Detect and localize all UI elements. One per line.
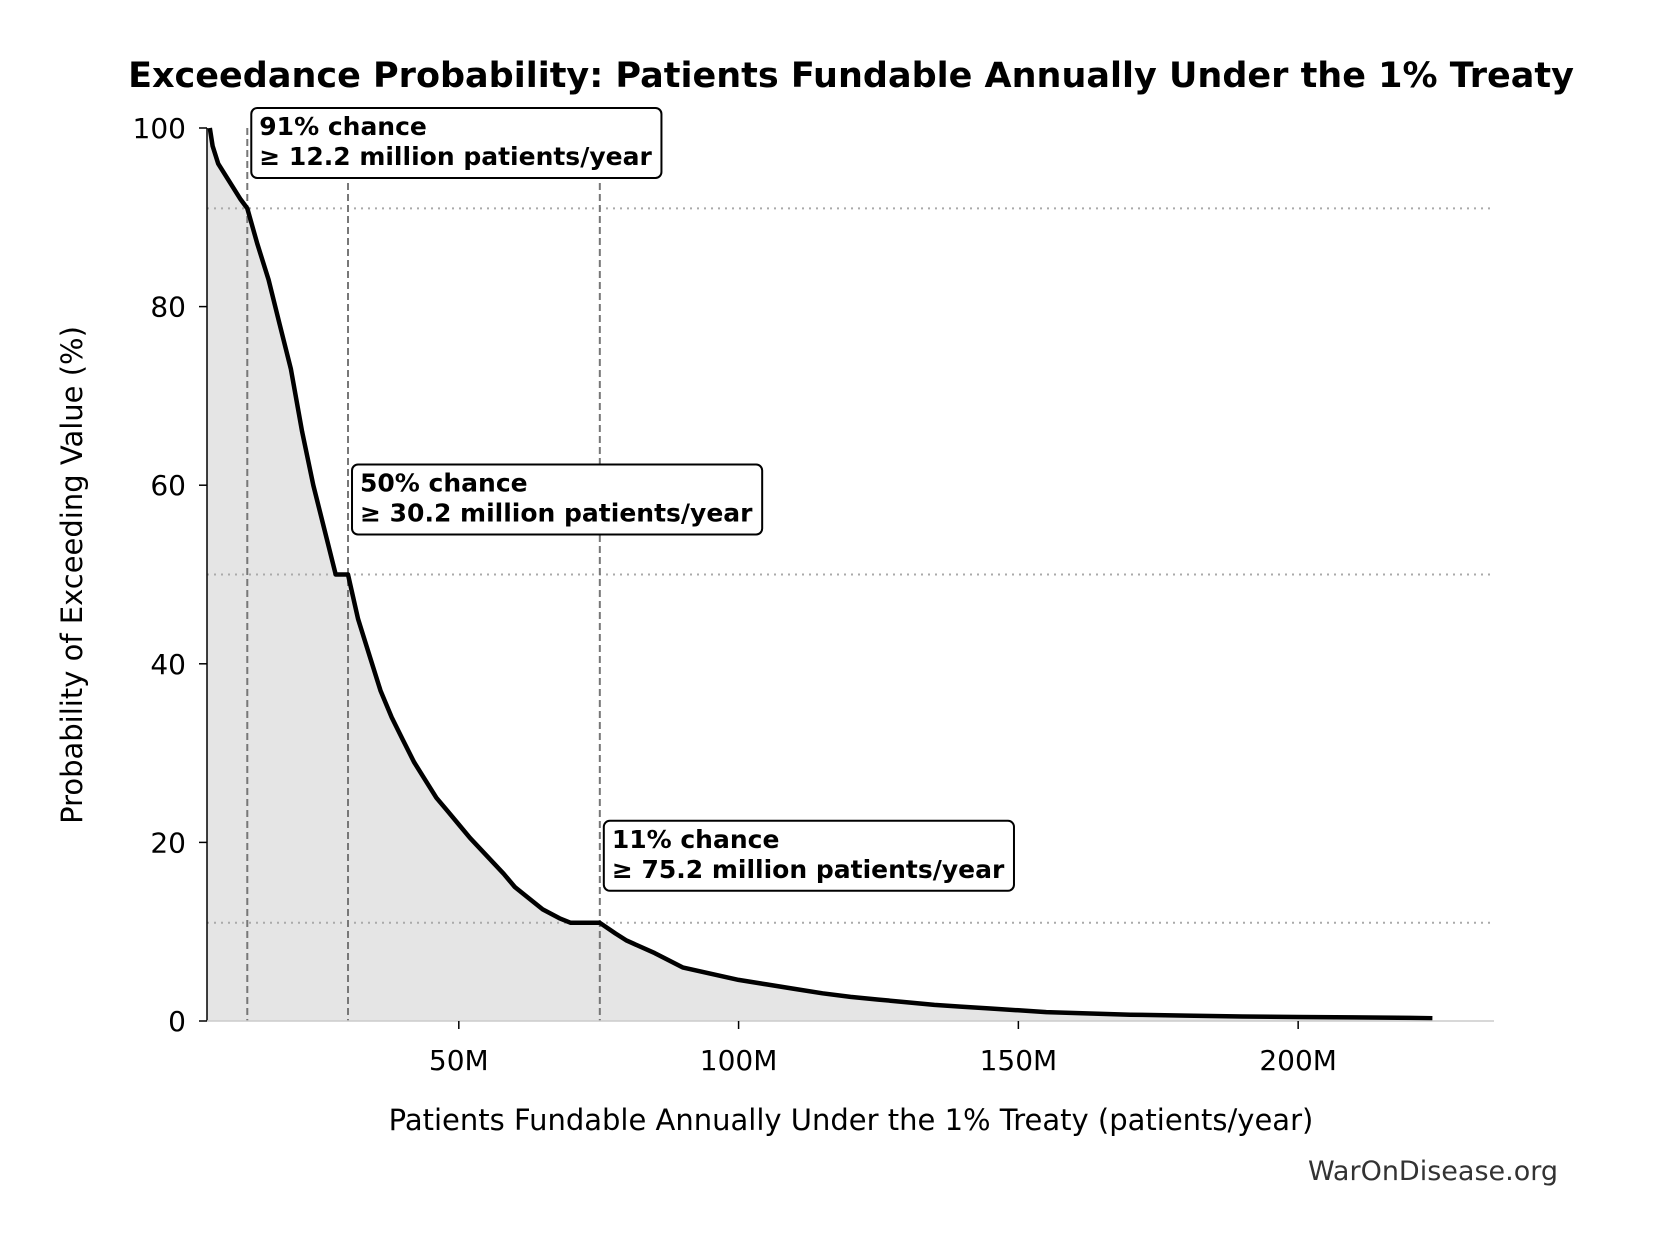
annotation-threshold: ≥ 30.2 million patients/year <box>360 499 753 528</box>
y-tick-label: 20 <box>150 826 186 859</box>
y-tick-label: 40 <box>150 648 186 681</box>
annotation-probability: 11% chance <box>612 825 780 854</box>
x-axis-label: Patients Fundable Annually Under the 1% … <box>389 1103 1314 1137</box>
annotation-threshold: ≥ 75.2 million patients/year <box>612 855 1005 884</box>
annotation-1: 91% chance≥ 12.2 million patients/year <box>250 107 663 179</box>
annotation-threshold: ≥ 12.2 million patients/year <box>259 142 652 171</box>
annotation-box <box>250 107 663 179</box>
y-axis-ticks: 0 20 40 60 80 100 <box>133 112 207 1038</box>
y-tick-label: 80 <box>150 291 186 324</box>
y-axis-label: Probability of Exceeding Value (%) <box>55 326 89 824</box>
x-axis-ticks: 50M 100M 150M 200M <box>429 1021 1337 1077</box>
watermark-text: WarOnDisease.org <box>1308 1156 1558 1187</box>
annotation-3: 11% chance≥ 75.2 million patients/year <box>602 819 1015 892</box>
annotations: 91% chance≥ 12.2 million patients/year 50… <box>250 107 1015 892</box>
area-fill <box>207 128 1433 1021</box>
y-tick-label: 60 <box>150 469 186 502</box>
x-tick-label: 100M <box>700 1044 778 1077</box>
exceedance-curve <box>207 127 1433 1021</box>
x-tick-label: 150M <box>980 1044 1058 1077</box>
x-tick-label: 50M <box>429 1044 489 1077</box>
annotation-probability: 50% chance <box>360 469 528 498</box>
annotation-box <box>351 463 764 536</box>
plot-area <box>207 127 1494 1021</box>
annotation-probability: 91% chance <box>259 112 427 141</box>
chart-title: Exceedance Probability: Patients Fundabl… <box>128 56 1574 96</box>
annotation-2: 50% chance≥ 30.2 million patients/year <box>351 463 764 536</box>
y-tick-label: 100 <box>133 112 186 145</box>
annotation-box <box>602 819 1015 892</box>
horizontal-reference-lines <box>207 207 1494 924</box>
x-tick-label: 200M <box>1259 1044 1337 1077</box>
y-tick-label: 0 <box>168 1005 186 1038</box>
